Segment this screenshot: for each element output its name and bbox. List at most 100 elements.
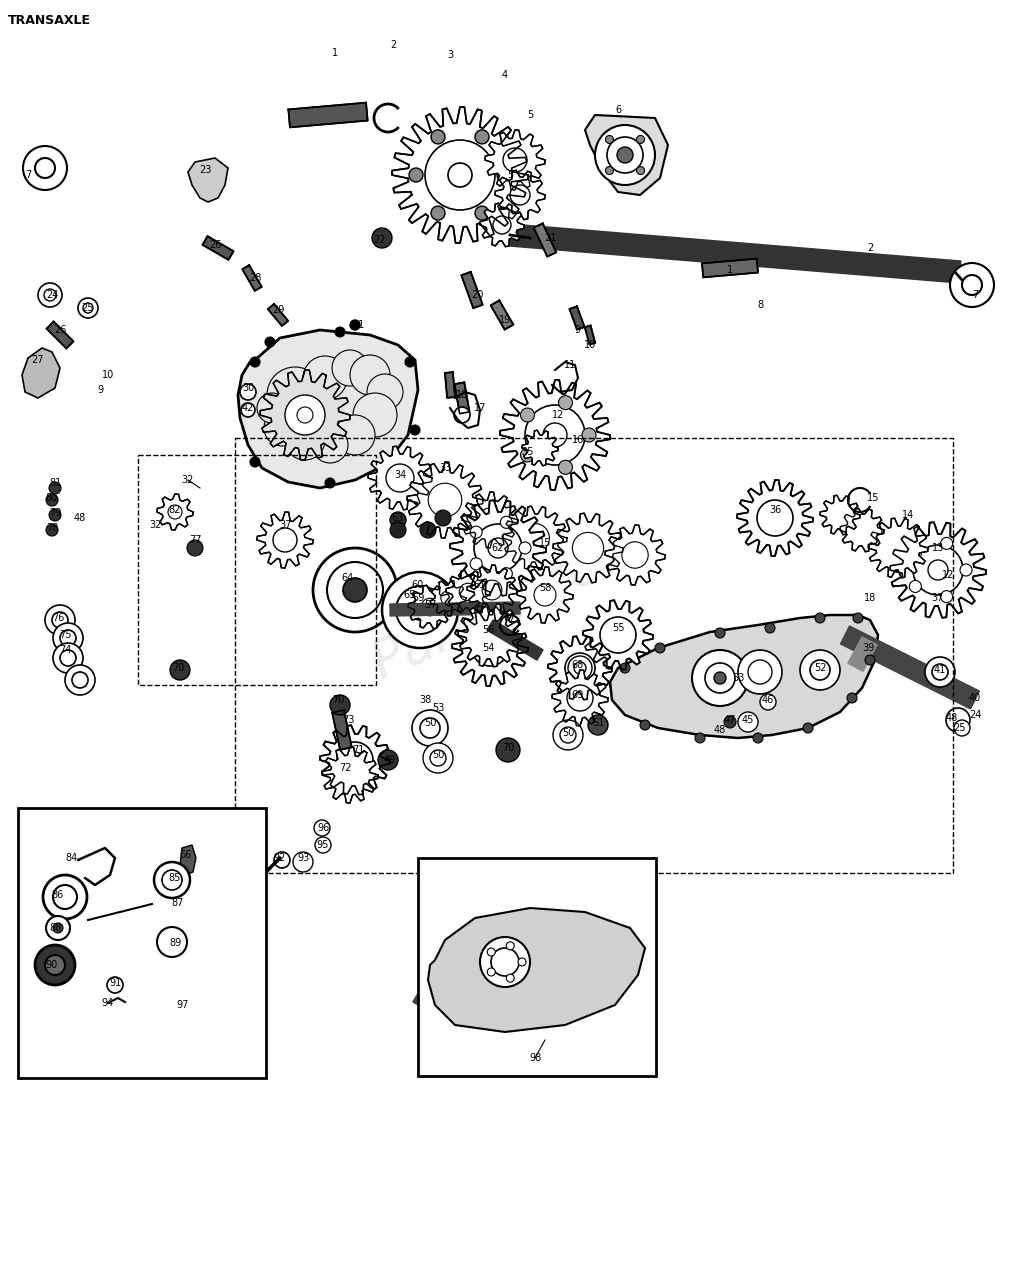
Text: 66: 66 <box>179 850 191 860</box>
Circle shape <box>45 955 65 975</box>
Polygon shape <box>610 614 877 739</box>
Circle shape <box>44 289 56 301</box>
Circle shape <box>714 672 726 684</box>
Circle shape <box>53 623 83 653</box>
Circle shape <box>45 605 75 635</box>
Circle shape <box>582 428 596 442</box>
Polygon shape <box>268 305 288 326</box>
Text: 56: 56 <box>482 625 494 635</box>
Circle shape <box>410 425 420 435</box>
Circle shape <box>487 948 495 956</box>
Circle shape <box>607 137 643 173</box>
Polygon shape <box>534 224 556 256</box>
Circle shape <box>520 408 535 422</box>
Text: 9: 9 <box>574 325 580 335</box>
Circle shape <box>382 572 458 648</box>
Circle shape <box>724 716 736 728</box>
Circle shape <box>347 751 363 768</box>
Polygon shape <box>539 1028 554 1069</box>
Circle shape <box>574 662 586 675</box>
Polygon shape <box>447 571 490 613</box>
Text: 25: 25 <box>82 303 94 314</box>
Text: 33: 33 <box>439 463 451 474</box>
Text: 62: 62 <box>492 543 505 553</box>
Text: 26: 26 <box>54 325 66 335</box>
Circle shape <box>595 125 655 186</box>
Circle shape <box>60 650 76 666</box>
Circle shape <box>250 457 260 467</box>
Text: 95: 95 <box>317 840 329 850</box>
Text: 48: 48 <box>74 513 86 524</box>
Text: 32: 32 <box>181 475 194 485</box>
Text: 26: 26 <box>209 241 222 250</box>
Circle shape <box>478 508 502 532</box>
Polygon shape <box>458 603 522 667</box>
Text: 37: 37 <box>931 593 944 603</box>
Text: 38: 38 <box>419 695 431 705</box>
Text: 29: 29 <box>271 305 284 315</box>
Text: 47: 47 <box>724 716 737 724</box>
Text: 18: 18 <box>864 593 876 603</box>
Circle shape <box>954 719 970 736</box>
Polygon shape <box>821 495 860 535</box>
Circle shape <box>35 945 75 986</box>
Text: 20: 20 <box>470 291 483 300</box>
Text: 50: 50 <box>432 750 444 760</box>
Text: 53: 53 <box>432 703 444 713</box>
Circle shape <box>367 374 403 410</box>
Text: 64: 64 <box>342 573 354 582</box>
Circle shape <box>738 650 782 694</box>
Circle shape <box>715 628 725 637</box>
Text: 25: 25 <box>954 723 967 733</box>
Polygon shape <box>47 321 74 348</box>
Circle shape <box>605 136 613 143</box>
Text: 8: 8 <box>757 300 764 310</box>
Text: 67: 67 <box>503 613 516 623</box>
Circle shape <box>65 666 95 695</box>
Circle shape <box>518 957 526 966</box>
Circle shape <box>483 641 497 655</box>
Polygon shape <box>157 494 193 530</box>
Circle shape <box>560 727 576 742</box>
Text: 13: 13 <box>931 543 944 553</box>
Circle shape <box>488 538 508 558</box>
Circle shape <box>496 739 520 762</box>
Text: 74: 74 <box>59 645 71 655</box>
Circle shape <box>315 837 330 852</box>
Circle shape <box>431 206 445 220</box>
Text: 70: 70 <box>332 695 344 705</box>
Text: 2: 2 <box>390 40 396 50</box>
Polygon shape <box>491 301 513 330</box>
Circle shape <box>493 216 511 234</box>
Polygon shape <box>584 325 596 344</box>
Circle shape <box>431 129 445 143</box>
Circle shape <box>274 529 297 552</box>
Circle shape <box>435 509 451 526</box>
Circle shape <box>543 422 567 447</box>
Text: 60: 60 <box>412 580 424 590</box>
Bar <box>235 438 953 873</box>
Text: 54: 54 <box>482 643 494 653</box>
Circle shape <box>332 349 368 387</box>
Text: 40: 40 <box>969 692 981 703</box>
Circle shape <box>617 147 633 163</box>
Polygon shape <box>407 462 483 538</box>
Circle shape <box>474 524 522 572</box>
Circle shape <box>264 410 300 445</box>
Circle shape <box>480 937 530 987</box>
Text: 42: 42 <box>241 403 254 413</box>
Polygon shape <box>509 224 961 283</box>
Polygon shape <box>408 585 452 628</box>
Circle shape <box>960 564 972 576</box>
Circle shape <box>941 590 953 603</box>
Text: 31: 31 <box>352 320 364 330</box>
Text: 61: 61 <box>473 580 486 590</box>
Text: 50: 50 <box>562 728 574 739</box>
Polygon shape <box>322 748 378 803</box>
Circle shape <box>46 524 58 536</box>
Text: 80: 80 <box>46 493 58 503</box>
Polygon shape <box>368 447 432 509</box>
Text: 94: 94 <box>102 998 114 1009</box>
Text: 7: 7 <box>972 291 978 300</box>
Circle shape <box>695 733 706 742</box>
